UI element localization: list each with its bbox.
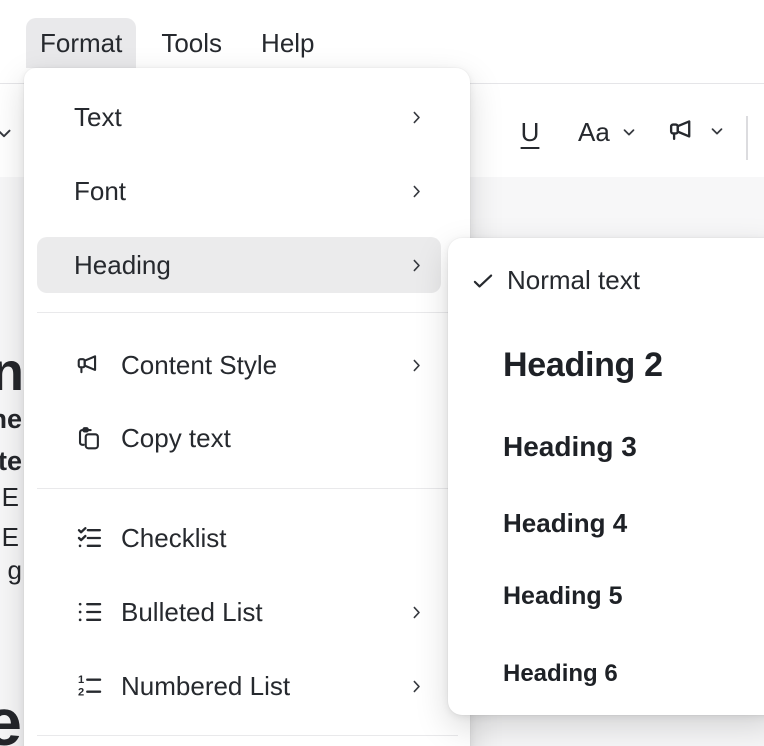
chevron-down-icon xyxy=(708,122,726,140)
menu-item-label: Font xyxy=(74,175,127,206)
submenu-item-heading-5[interactable]: Heading 5 xyxy=(448,560,764,633)
menu-item-checklist[interactable]: Checklist xyxy=(37,510,441,566)
menu-item-font[interactable]: Font xyxy=(37,163,441,219)
chevron-right-icon xyxy=(408,357,425,374)
submenu-item-heading-2[interactable]: Heading 2 xyxy=(448,323,764,407)
menu-item-heading[interactable]: Heading xyxy=(37,237,441,293)
submenu-item-label: Normal text xyxy=(507,265,640,295)
content-style-button[interactable] xyxy=(667,107,726,155)
underline-label: U xyxy=(520,116,540,147)
document-text-fragment: e xyxy=(0,689,24,746)
svg-text:2: 2 xyxy=(78,686,84,698)
menu-item-content-style[interactable]: Content Style xyxy=(37,337,441,393)
document-text-fragment: l g xyxy=(0,557,24,583)
chevron-down-icon[interactable] xyxy=(0,122,15,144)
menu-item-label: Heading xyxy=(74,249,171,280)
svg-text:1: 1 xyxy=(78,674,84,686)
menubar-item-label: Format xyxy=(40,27,123,58)
submenu-item-label: Heading 6 xyxy=(503,660,618,687)
chevron-right-icon xyxy=(408,604,425,621)
menu-item-label: Numbered List xyxy=(121,670,291,701)
chevron-right-icon xyxy=(408,678,425,695)
megaphone-icon xyxy=(667,116,698,147)
chevron-right-icon xyxy=(408,257,425,274)
menu-item-label: Checklist xyxy=(121,522,227,553)
menubar-item-label: Help xyxy=(261,27,315,58)
fragment-text: an xyxy=(0,342,24,402)
document-text-fragment: te xyxy=(0,448,24,475)
megaphone-icon xyxy=(75,351,103,379)
submenu-item-heading-3[interactable]: Heading 3 xyxy=(448,407,764,486)
menubar-item-help[interactable]: Help xyxy=(247,18,328,68)
document-text-fragment: an xyxy=(0,345,24,399)
submenu-item-normal-text[interactable]: Normal text xyxy=(448,238,764,323)
submenu-item-label: Heading 3 xyxy=(503,430,637,462)
menu-item-label: Content Style xyxy=(121,349,278,380)
checklist-icon xyxy=(75,524,103,552)
text-style-button[interactable]: Aa xyxy=(578,112,638,152)
fragment-text: te xyxy=(0,446,22,476)
fragment-text: l g xyxy=(0,555,22,585)
menu-divider xyxy=(37,735,458,736)
submenu-item-label: Heading 2 xyxy=(503,345,663,384)
fragment-text: E xyxy=(1,482,19,512)
menubar-item-tools[interactable]: Tools xyxy=(147,18,236,68)
menu-item-text[interactable]: Text xyxy=(37,89,441,145)
submenu-item-heading-4[interactable]: Heading 4 xyxy=(448,486,764,560)
menu-item-bulleted-list[interactable]: Bulleted List xyxy=(37,584,441,640)
menu-item-label: Text xyxy=(74,101,122,132)
menubar-item-label: Tools xyxy=(161,27,223,58)
bulleted-list-icon xyxy=(75,598,103,626)
heading-submenu: Normal text Heading 2 Heading 3 Heading … xyxy=(448,238,764,715)
menu-divider xyxy=(37,312,458,313)
submenu-item-label: Heading 4 xyxy=(503,507,628,538)
document-text-fragment: E xyxy=(0,484,24,510)
fragment-text: he xyxy=(0,404,22,434)
menu-item-copy-text[interactable]: Copy text xyxy=(37,410,441,466)
submenu-item-label: Heading 5 xyxy=(503,582,623,610)
underline-button[interactable]: U xyxy=(513,112,547,152)
toolbar-divider xyxy=(746,116,748,160)
menu-divider xyxy=(37,488,458,489)
copy-icon xyxy=(75,424,103,452)
chevron-right-icon xyxy=(408,183,425,200)
document-text-fragment: he xyxy=(0,406,24,433)
menubar-item-format[interactable]: Format xyxy=(26,18,137,68)
document-text-fragments: an he te E E l g e xyxy=(0,177,24,746)
menu-item-label: Bulleted List xyxy=(121,596,263,627)
submenu-item-heading-6[interactable]: Heading 6 xyxy=(448,633,764,715)
document-text-fragment: E xyxy=(0,524,24,550)
checkmark-icon xyxy=(470,268,496,294)
text-style-label: Aa xyxy=(578,116,610,147)
chevron-right-icon xyxy=(408,109,425,126)
fragment-text: E xyxy=(1,522,19,552)
chevron-down-icon xyxy=(620,123,638,141)
menu-item-label: Copy text xyxy=(121,422,231,453)
format-menu: Text Font Heading Content Style Copy tex… xyxy=(24,68,470,746)
fragment-text: e xyxy=(0,685,22,746)
